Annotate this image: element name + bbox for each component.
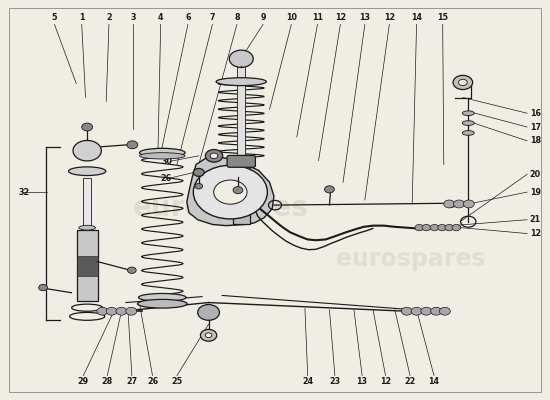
Text: 15: 15 — [437, 14, 448, 22]
Circle shape — [430, 224, 439, 231]
Circle shape — [39, 284, 47, 291]
Text: 5: 5 — [52, 14, 57, 22]
Text: 9: 9 — [260, 14, 266, 22]
Circle shape — [431, 307, 442, 315]
FancyBboxPatch shape — [227, 156, 255, 167]
Circle shape — [194, 165, 267, 219]
Text: 26: 26 — [161, 174, 172, 183]
Circle shape — [438, 224, 447, 231]
Circle shape — [452, 224, 461, 231]
Text: 31: 31 — [245, 184, 256, 194]
Bar — [77, 230, 97, 300]
Circle shape — [422, 224, 431, 231]
Circle shape — [127, 141, 138, 149]
Text: 25: 25 — [172, 378, 183, 386]
Circle shape — [194, 168, 204, 176]
Circle shape — [454, 200, 464, 208]
Text: 28: 28 — [102, 378, 113, 386]
Bar — [83, 178, 91, 230]
Text: 12: 12 — [380, 378, 391, 386]
Circle shape — [126, 307, 137, 315]
Text: 2: 2 — [106, 14, 112, 22]
Circle shape — [411, 307, 422, 315]
Text: 11: 11 — [312, 14, 323, 22]
Circle shape — [453, 75, 472, 90]
Circle shape — [106, 307, 117, 315]
Ellipse shape — [79, 225, 96, 230]
Text: 14: 14 — [428, 378, 439, 386]
Text: 19: 19 — [530, 188, 541, 197]
Text: 8: 8 — [234, 14, 240, 22]
Ellipse shape — [138, 299, 187, 308]
Ellipse shape — [69, 167, 106, 176]
Text: 12: 12 — [530, 229, 541, 238]
Circle shape — [210, 153, 218, 158]
Text: 14: 14 — [411, 14, 422, 22]
Circle shape — [73, 140, 101, 161]
Circle shape — [116, 307, 127, 315]
Circle shape — [421, 307, 432, 315]
Circle shape — [233, 186, 243, 194]
Bar — [233, 164, 250, 224]
Ellipse shape — [463, 121, 474, 126]
Circle shape — [229, 50, 253, 68]
Text: 16: 16 — [530, 109, 541, 118]
Text: 13: 13 — [359, 14, 370, 22]
Text: 18: 18 — [530, 136, 541, 145]
Text: 12: 12 — [384, 14, 395, 22]
Text: 22: 22 — [404, 378, 416, 386]
Text: 24: 24 — [302, 378, 314, 386]
Text: 26: 26 — [147, 378, 158, 386]
Text: 6: 6 — [185, 14, 191, 22]
Text: 17: 17 — [530, 122, 541, 132]
Text: 3: 3 — [131, 14, 136, 22]
Text: 27: 27 — [126, 378, 138, 386]
Text: 13: 13 — [356, 378, 367, 386]
Circle shape — [82, 123, 92, 131]
Circle shape — [464, 200, 474, 208]
Text: 4: 4 — [158, 14, 163, 22]
Bar — [77, 256, 97, 276]
Ellipse shape — [139, 294, 186, 301]
Ellipse shape — [463, 130, 474, 135]
Circle shape — [214, 180, 247, 204]
Circle shape — [402, 307, 412, 315]
Bar — [238, 66, 245, 192]
Text: 7: 7 — [210, 14, 215, 22]
Circle shape — [205, 150, 223, 162]
Circle shape — [200, 329, 217, 341]
Circle shape — [444, 200, 455, 208]
Ellipse shape — [216, 78, 266, 86]
Ellipse shape — [140, 153, 185, 159]
Text: eurospares: eurospares — [337, 247, 486, 271]
Text: 21: 21 — [530, 215, 541, 224]
Text: 1: 1 — [79, 14, 85, 22]
Ellipse shape — [140, 148, 185, 157]
Circle shape — [197, 304, 219, 320]
Text: 10: 10 — [286, 14, 297, 22]
Circle shape — [97, 307, 108, 315]
Ellipse shape — [463, 111, 474, 116]
Circle shape — [324, 186, 334, 193]
Circle shape — [195, 184, 202, 189]
Text: 20: 20 — [530, 170, 541, 179]
Text: 23: 23 — [329, 378, 340, 386]
Circle shape — [445, 224, 454, 231]
Polygon shape — [187, 157, 274, 226]
Circle shape — [205, 333, 212, 338]
Text: 32: 32 — [18, 188, 29, 197]
Circle shape — [415, 224, 424, 231]
Text: eurospares: eurospares — [133, 194, 309, 222]
Circle shape — [439, 307, 450, 315]
Circle shape — [128, 267, 136, 274]
Text: 29: 29 — [78, 378, 89, 386]
Text: 12: 12 — [335, 14, 346, 22]
Circle shape — [459, 79, 467, 86]
Text: 30: 30 — [162, 157, 173, 166]
